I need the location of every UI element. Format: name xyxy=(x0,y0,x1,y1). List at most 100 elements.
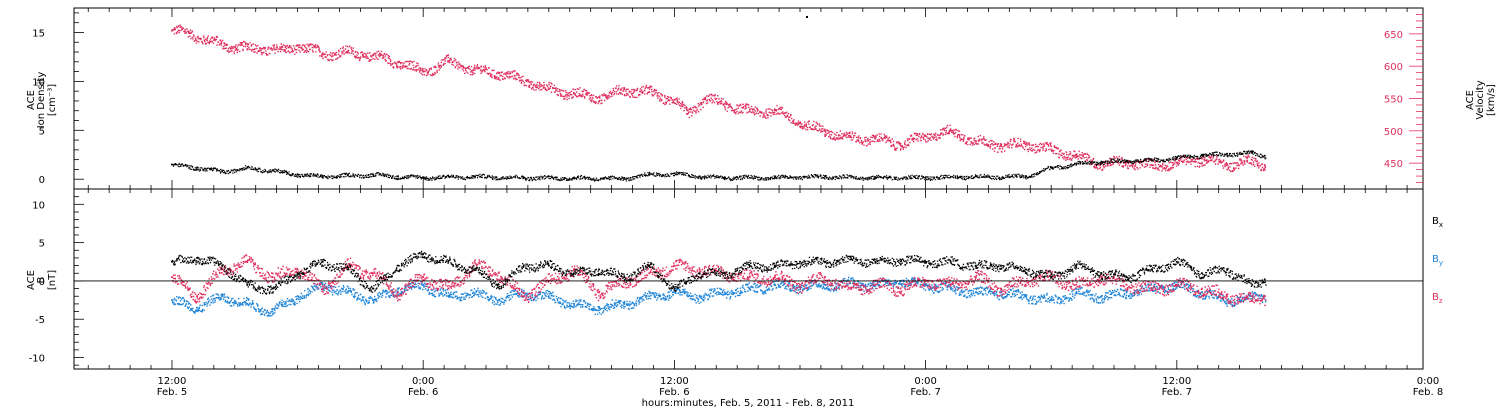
x-tick-date-5: Feb. 8 xyxy=(1413,387,1443,398)
data-point xyxy=(171,29,173,32)
data-point xyxy=(472,291,475,294)
data-point xyxy=(1075,291,1078,294)
x-tick-date-1: Feb. 6 xyxy=(408,387,438,398)
data-point xyxy=(372,272,374,275)
data-point xyxy=(874,260,877,263)
data-point xyxy=(1175,283,1178,286)
data-point xyxy=(472,69,475,71)
data-point xyxy=(799,260,801,263)
data-point xyxy=(1125,159,1128,162)
data-point xyxy=(246,302,249,305)
top-left-ylabel-line1: ACE xyxy=(26,90,37,110)
data-point xyxy=(1025,295,1027,298)
top-right-ytick-label-0: 450 xyxy=(1384,159,1403,170)
outlier-point xyxy=(806,16,808,18)
data-point xyxy=(1175,161,1178,164)
data-point xyxy=(623,88,626,91)
data-point xyxy=(924,260,927,263)
data-point xyxy=(321,52,324,55)
bottom-ytick-label-2: 0 xyxy=(39,277,45,288)
top-right-ytick-label-4: 650 xyxy=(1384,30,1403,41)
data-point xyxy=(206,39,209,42)
top-left-ylabel-line3: [cm⁻³] xyxy=(47,84,58,116)
data-point xyxy=(1246,159,1249,162)
series-scatter xyxy=(171,250,1267,295)
x-tick-time-2: 12:00 xyxy=(660,376,689,387)
data-point xyxy=(1100,160,1103,163)
legend-bz-sub: z xyxy=(1439,297,1443,305)
data-point xyxy=(422,176,425,179)
top-left-ylabel: ACE Ion Density [cm⁻³] xyxy=(26,72,58,129)
x-tick-date-4: Feb. 7 xyxy=(1162,387,1192,398)
x-tick-time-0: 12:00 xyxy=(158,376,187,387)
x-tick-time-4: 12:00 xyxy=(1162,376,1191,387)
data-point xyxy=(698,268,701,271)
x-tick-date-2: Feb. 6 xyxy=(659,387,689,398)
data-point xyxy=(824,175,827,178)
data-point xyxy=(1251,299,1254,301)
data-point xyxy=(447,60,450,62)
top-left-ylabel-line2: Ion Density xyxy=(36,72,47,129)
data-point xyxy=(748,264,751,267)
data-point xyxy=(824,129,827,132)
bottom-panel-data xyxy=(171,250,1267,317)
data-point xyxy=(773,276,776,278)
magnetic-field-panel xyxy=(73,188,1424,370)
data-point xyxy=(271,276,274,278)
bottom-ytick-label-0: -10 xyxy=(29,354,45,365)
x-tick-time-3: 0:00 xyxy=(914,376,936,387)
data-point xyxy=(1050,148,1053,151)
data-point xyxy=(1201,157,1203,160)
data-point xyxy=(1125,291,1128,294)
data-point xyxy=(422,253,425,256)
data-point xyxy=(196,166,198,169)
data-point xyxy=(1226,163,1228,166)
x-axis-title: hours:minutes, Feb. 5, 2011 - Feb. 8, 20… xyxy=(642,398,855,409)
bottom-left-ylabel: ACE B [nT] xyxy=(26,270,58,290)
data-point xyxy=(497,283,500,286)
data-point xyxy=(573,92,575,95)
bottom-ytick-label-4: 10 xyxy=(32,200,45,211)
data-point xyxy=(422,283,425,286)
data-point xyxy=(497,272,500,275)
legend-bz-label: B xyxy=(1432,292,1439,303)
data-point xyxy=(598,291,600,294)
bottom-ytick-label-1: -5 xyxy=(35,315,45,326)
data-point xyxy=(573,302,575,305)
data-point xyxy=(849,136,852,139)
x-tick-time-5: 0:00 xyxy=(1417,376,1439,387)
data-point xyxy=(648,272,651,275)
data-point xyxy=(974,276,977,278)
data-point xyxy=(321,283,324,286)
top-left-ytick-label-3: 15 xyxy=(32,28,45,39)
data-point xyxy=(284,49,286,51)
data-point xyxy=(949,283,952,286)
data-point xyxy=(723,102,726,105)
top-right-ylabel-line2: Velocity xyxy=(1475,80,1486,119)
data-point xyxy=(547,295,550,298)
series-scatter xyxy=(172,150,1267,182)
bottom-left-ylabel-line3: [nT] xyxy=(47,270,58,290)
data-point xyxy=(773,176,776,179)
legend-by-label: B xyxy=(1432,254,1439,265)
bottom-left-ylabel-line1: ACE xyxy=(26,270,37,290)
data-point xyxy=(573,272,575,275)
data-point xyxy=(258,47,261,49)
data-point xyxy=(196,295,198,298)
data-point xyxy=(397,264,399,267)
data-point xyxy=(447,260,450,263)
legend-bx-sub: x xyxy=(1439,221,1443,229)
data-point xyxy=(397,291,399,294)
top-right-ytick-label-1: 500 xyxy=(1384,127,1403,138)
data-point xyxy=(623,276,626,278)
data-point xyxy=(598,268,600,271)
top-left-ytick-label-0: 0 xyxy=(39,175,45,186)
data-point xyxy=(686,113,688,115)
top-panel-data xyxy=(171,16,1267,182)
data-point xyxy=(497,71,500,74)
data-point xyxy=(171,299,173,301)
data-point xyxy=(899,258,902,261)
data-point xyxy=(188,31,191,34)
